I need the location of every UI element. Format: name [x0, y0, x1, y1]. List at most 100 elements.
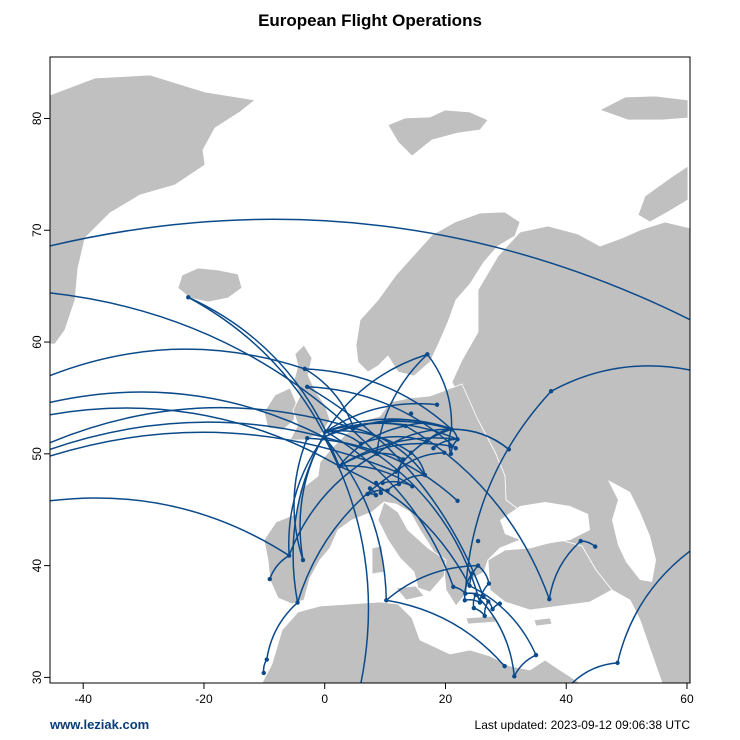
airport-point [453, 446, 458, 451]
airport-point [305, 384, 310, 389]
italy-land [377, 501, 447, 593]
flight-route [50, 292, 378, 455]
flight-route [571, 662, 618, 683]
x-tick-label: 0 [321, 692, 328, 706]
airport-point [448, 443, 453, 449]
airport-point [267, 576, 272, 582]
y-tick-label: 50 [30, 447, 44, 461]
airport-point [471, 605, 477, 611]
flight-route [187, 296, 327, 432]
airport-point [300, 557, 306, 563]
airport-point [593, 544, 598, 549]
caspian-sea [608, 480, 656, 582]
airport-point [378, 490, 384, 496]
airport-point [365, 491, 370, 497]
airport-point [469, 571, 475, 576]
airport-point [261, 670, 266, 676]
airport-point [512, 674, 517, 679]
flight-route [513, 654, 537, 677]
airport-point [615, 660, 620, 666]
y-tick-label: 80 [30, 111, 44, 125]
flight-route [432, 438, 458, 449]
y-tick-label: 60 [30, 335, 44, 349]
airport-point [358, 441, 364, 446]
airport-point [547, 596, 552, 602]
flight-route [426, 353, 453, 430]
last-updated-text: Last updated: 2023-09-12 09:06:38 UTC [474, 718, 690, 732]
flight-route [288, 436, 325, 556]
y-tick-label: 40 [30, 559, 44, 573]
flight-route [405, 422, 452, 430]
airport-point [385, 488, 390, 493]
flight-route [475, 594, 516, 677]
flight-route [50, 348, 306, 377]
airport-point [533, 652, 539, 658]
iceland-land [177, 267, 243, 303]
airport-point [506, 447, 512, 452]
flight-route [410, 452, 426, 476]
airport-point [448, 451, 454, 457]
airport-point [490, 607, 495, 612]
airport-point [477, 600, 483, 605]
airport-point [502, 664, 507, 669]
airport-point [337, 463, 342, 469]
y-axis: 30 40 50 60 70 80 [30, 111, 50, 684]
airport-point [286, 553, 292, 558]
airport-point [367, 486, 373, 491]
greenland-land [50, 74, 256, 345]
flight-route [325, 422, 458, 440]
airport-point [548, 389, 554, 394]
flight-route [376, 428, 452, 455]
flight-route [50, 407, 340, 467]
routes-layer [50, 218, 690, 683]
airport-point [578, 538, 583, 544]
flight-route [307, 437, 459, 502]
airport-point [482, 613, 487, 619]
flight-route [50, 431, 397, 473]
flight-route [50, 497, 290, 557]
flight-route [325, 430, 455, 588]
flight-route [266, 601, 299, 660]
anatolia-land [487, 539, 613, 611]
franz-josef-land [599, 95, 689, 121]
airport-point [451, 584, 456, 590]
flight-route [269, 554, 290, 580]
airport-point [425, 352, 430, 357]
site-link[interactable]: www.leziak.com [50, 717, 150, 732]
flight-route [325, 402, 438, 433]
flight-route [375, 353, 428, 454]
flight-route [323, 436, 388, 601]
flight-route [325, 430, 412, 454]
airport-point [295, 600, 300, 605]
airport-point [434, 402, 440, 407]
airport-point [455, 498, 460, 503]
airport-point [264, 657, 269, 662]
north-africa-land [261, 601, 581, 683]
flight-route [382, 480, 413, 487]
airport-point [463, 591, 468, 596]
great-britain-land [289, 344, 331, 441]
airport-point [373, 493, 379, 498]
scandinavia-land [355, 211, 521, 377]
x-axis: -40 -20 0 20 40 60 [75, 683, 694, 706]
airport-point [408, 411, 414, 416]
x-tick-label: -40 [75, 692, 93, 706]
y-tick-label: 70 [30, 223, 44, 237]
flight-route [306, 386, 485, 598]
airport-point [403, 423, 408, 429]
airport-point [422, 472, 428, 478]
map-title: European Flight Operations [258, 11, 482, 30]
airport-point [486, 599, 491, 604]
flight-route [353, 427, 426, 476]
airport-point [431, 446, 436, 451]
sicily-land [395, 585, 425, 601]
flight-route [325, 430, 362, 445]
airport-point [380, 480, 385, 486]
flight-route [616, 550, 690, 664]
x-tick-label: 40 [560, 692, 574, 706]
flight-route [292, 431, 327, 603]
airport-point [442, 450, 447, 455]
airport-point [373, 480, 379, 486]
airport-point [486, 581, 492, 586]
